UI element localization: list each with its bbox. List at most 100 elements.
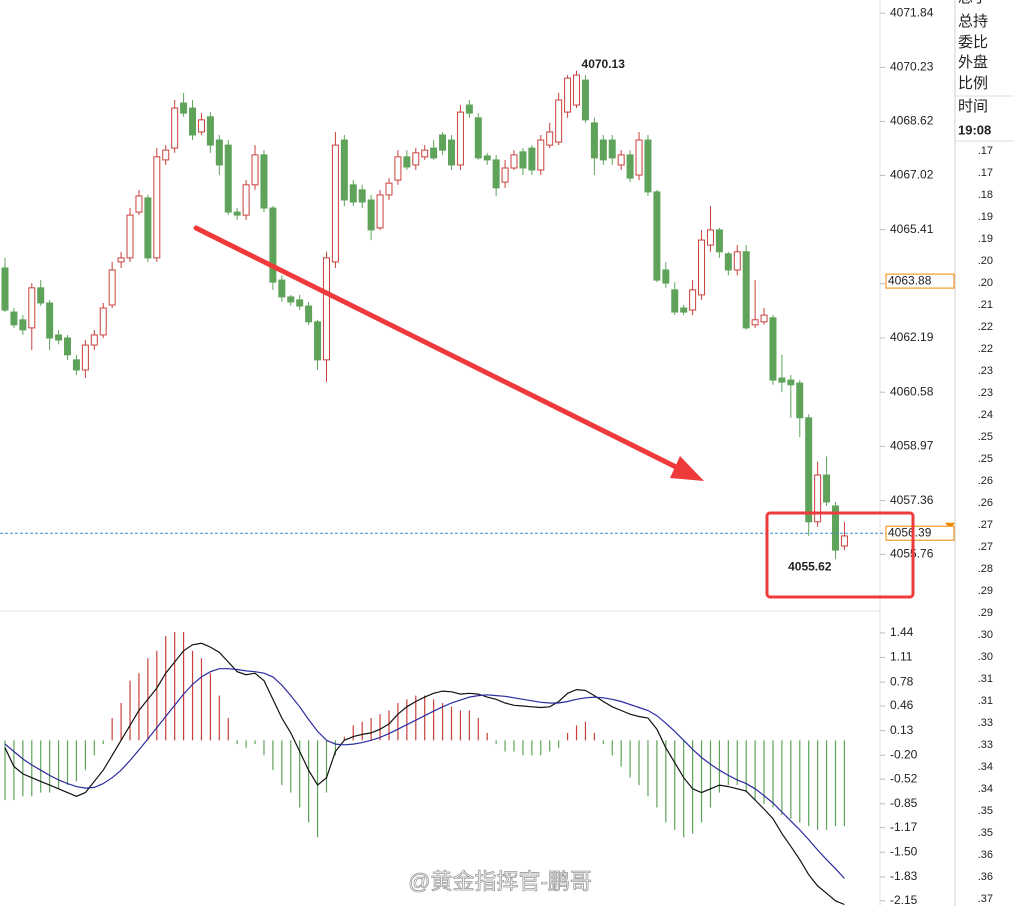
candle-body: [456, 111, 464, 166]
side-row: .19: [978, 233, 993, 245]
side-row: .36: [978, 849, 993, 861]
side-row: .30: [978, 629, 993, 641]
candle-body: [385, 182, 393, 196]
side-row: .33: [978, 739, 993, 751]
candle-body: [680, 307, 688, 313]
candle-body: [260, 154, 268, 209]
candle-body: [448, 139, 455, 166]
side-row: .31: [978, 673, 993, 685]
side-row: .23: [978, 387, 993, 399]
candle-body: [287, 296, 295, 303]
y-tick-label: 1.44: [890, 625, 914, 639]
candle-body: [689, 289, 697, 311]
side-label: 外盘: [958, 53, 988, 71]
candle-body: [242, 184, 250, 216]
y-tick-label: 1.11: [890, 650, 913, 664]
y-tick-label: 4070.23: [890, 59, 934, 73]
candle-body: [72, 359, 80, 371]
candle-body: [296, 299, 304, 307]
candle-body: [314, 321, 322, 361]
macd-line: [4, 668, 845, 879]
candle-body: [421, 149, 429, 158]
candle-body: [787, 379, 795, 386]
candle-body: [823, 474, 831, 503]
side-row: .24: [978, 409, 993, 421]
side-row: .22: [978, 343, 993, 355]
side-row: .22: [978, 321, 993, 333]
candle-body: [180, 102, 188, 114]
candle-body: [519, 151, 527, 169]
candle-body: [805, 417, 813, 523]
candle-body: [269, 207, 277, 283]
candle-body: [742, 251, 750, 329]
side-row: .33: [978, 717, 993, 729]
candle-body: [358, 189, 366, 203]
candle-body: [251, 154, 259, 186]
side-row: .35: [978, 805, 993, 817]
side-row: .25: [978, 431, 993, 443]
side-row: .27: [978, 541, 993, 553]
y-tick-label: -0.52: [890, 771, 918, 785]
price-box: [885, 525, 955, 541]
candle-body: [10, 311, 18, 326]
candle-body: [162, 149, 170, 161]
side-label: 比例: [958, 75, 988, 92]
side-row: .26: [978, 475, 993, 487]
y-tick-label: -0.85: [890, 796, 918, 810]
side-row: .28: [978, 563, 993, 575]
side-row: .29: [978, 607, 993, 619]
candle-body: [760, 314, 768, 323]
side-row: .26: [978, 497, 993, 509]
candle-body: [322, 257, 330, 361]
candle-body: [528, 147, 536, 171]
candle-body: [581, 79, 589, 121]
side-label: 总手: [958, 0, 988, 6]
y-tick-label: 0.13: [890, 723, 914, 737]
candle-body: [331, 144, 339, 263]
candle-body: [492, 159, 500, 189]
candle-body: [99, 307, 107, 336]
candle-body: [171, 107, 179, 149]
candle-body: [769, 317, 777, 381]
candle-body: [144, 197, 152, 259]
plot-area: 4055.764057.364058.974060.584062.194063.…: [0, 5, 956, 906]
side-row: .27: [978, 519, 993, 531]
side-row: .20: [978, 255, 993, 267]
candle-body: [501, 167, 509, 183]
y-tick-label: 4067.02: [890, 168, 934, 182]
side-row: .17: [978, 167, 993, 179]
y-tick-label: 4057.36: [890, 493, 934, 507]
y-tick-label: 4058.97: [890, 439, 934, 453]
trend-arrow: [193, 225, 704, 481]
y-tick-label: 4071.84: [890, 5, 934, 19]
candle-body: [215, 139, 223, 166]
candle-body: [46, 302, 54, 339]
side-row: .25: [978, 453, 993, 465]
side-row: .19: [978, 211, 993, 223]
side-row: .18: [978, 189, 993, 201]
candle-body: [715, 229, 723, 253]
candle-body: [564, 77, 572, 113]
price-label: 4056.39: [888, 525, 932, 539]
y-tick-label: -0.20: [890, 747, 918, 761]
candle-body: [706, 229, 714, 246]
side-row: .17: [978, 145, 993, 157]
candle-body: [778, 377, 786, 383]
candle-body: [340, 139, 348, 201]
side-label: 总持: [958, 13, 988, 30]
candle-body: [439, 134, 447, 151]
y-tick-label: 4062.19: [890, 330, 934, 344]
candle-body: [81, 344, 89, 371]
candle-body: [117, 257, 125, 263]
candle-body: [376, 194, 384, 229]
side-row: .36: [978, 871, 993, 883]
candle-body: [394, 156, 402, 181]
y-tick-label: 0.46: [890, 698, 914, 712]
candle-body: [751, 319, 759, 326]
low-label: 4055.62: [788, 559, 832, 573]
candle-body: [724, 253, 732, 271]
candle-body: [367, 199, 375, 231]
candle-body: [108, 269, 116, 306]
candle-body: [37, 287, 45, 304]
